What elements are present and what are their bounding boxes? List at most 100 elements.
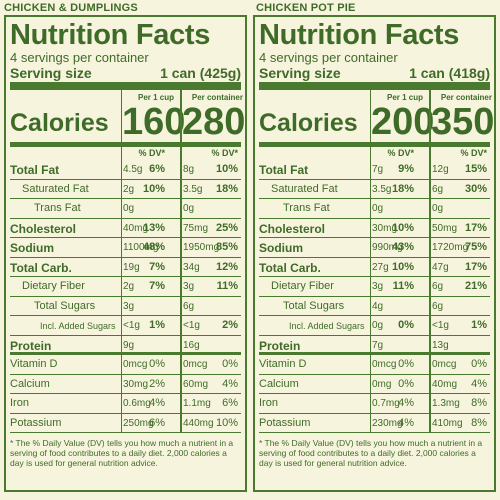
nutrient-label: Protein bbox=[10, 338, 52, 353]
amount-per-cup: 4.5g bbox=[123, 164, 143, 175]
dv-per-container: 10% bbox=[215, 416, 238, 429]
dv-per-cup: 43% bbox=[391, 241, 414, 253]
nutrient-row: Potassium 250mg 6% 440mg 10% bbox=[10, 413, 241, 433]
product-title-left: CHICKEN & DUMPLINGS bbox=[4, 2, 138, 14]
column-divider bbox=[429, 394, 431, 413]
dv-per-cup: 1% bbox=[149, 319, 165, 331]
column-divider bbox=[180, 335, 182, 352]
nutrient-label: Trans Fat bbox=[34, 202, 81, 214]
nutrient-label: Vitamin D bbox=[10, 358, 58, 370]
nutrient-row: Protein 9g 16g bbox=[10, 335, 241, 355]
amount-per-cup: 9g bbox=[123, 339, 135, 351]
column-divider bbox=[429, 277, 431, 296]
column-divider bbox=[121, 374, 122, 393]
amount-per-container: 6g bbox=[432, 281, 444, 292]
servings-per-container: 4 servings per container bbox=[259, 50, 398, 65]
amount-per-cup: 0.6mg bbox=[123, 398, 151, 409]
column-divider bbox=[180, 277, 182, 296]
nutrient-label: Protein bbox=[259, 338, 301, 353]
column-divider bbox=[370, 277, 371, 296]
dv-per-cup: 6% bbox=[149, 416, 165, 429]
column-divider bbox=[121, 160, 122, 179]
amount-per-container: 0g bbox=[432, 203, 444, 214]
column-divider bbox=[121, 296, 122, 315]
serving-size-value: 1 can (418g) bbox=[409, 65, 490, 81]
amount-per-container: 1720mg bbox=[432, 242, 469, 253]
nutrient-label: Sodium bbox=[10, 241, 54, 255]
serving-size-label: Serving size bbox=[259, 65, 341, 81]
nutrient-row: Total Fat 7g 9% 12g 15% bbox=[259, 160, 490, 180]
nutrient-label: Iron bbox=[10, 397, 29, 409]
column-divider bbox=[370, 355, 371, 374]
column-divider bbox=[429, 218, 431, 237]
dv-header-per-container: % DV* bbox=[211, 148, 238, 158]
dv-per-container: 17% bbox=[464, 260, 487, 273]
dv-per-container: 4% bbox=[222, 377, 238, 390]
nutrient-label: Total Fat bbox=[10, 163, 60, 177]
column-divider bbox=[429, 335, 431, 352]
nutrient-label: Incl. Added Sugars bbox=[289, 321, 365, 331]
amount-per-cup: 3g bbox=[123, 300, 135, 312]
nutrient-label: Total Carb. bbox=[10, 260, 72, 275]
amount-per-container: 12g bbox=[432, 164, 449, 175]
amount-per-container: 40mg bbox=[432, 378, 458, 390]
per-container-header: Per container bbox=[191, 93, 243, 102]
nutrient-row: Cholesterol 40mg 13% 75mg 25% bbox=[10, 218, 241, 238]
amount-per-cup: 27g bbox=[372, 261, 389, 273]
column-divider bbox=[121, 316, 122, 335]
dv-per-cup: 11% bbox=[392, 280, 414, 292]
dv-per-container: 1% bbox=[471, 319, 487, 331]
dv-per-cup: 7% bbox=[149, 260, 165, 273]
amount-per-cup: 0mcg bbox=[123, 359, 148, 370]
amount-per-cup: <1g bbox=[123, 320, 140, 331]
column-divider bbox=[180, 218, 182, 237]
nutrition-panel-left: Nutrition Facts 4 servings per container… bbox=[4, 15, 247, 492]
column-divider bbox=[180, 147, 182, 160]
column-divider bbox=[370, 218, 371, 237]
dv-per-cup: 4% bbox=[398, 416, 414, 429]
amount-per-cup: 0.7mg bbox=[372, 398, 400, 409]
column-divider bbox=[121, 335, 122, 352]
nutrient-row: Dietary Fiber 2g 7% 3g 11% bbox=[10, 277, 241, 297]
amount-per-container: 6g bbox=[432, 300, 444, 312]
column-divider bbox=[121, 238, 122, 257]
divider-thick bbox=[10, 82, 241, 90]
dv-per-cup: 18% bbox=[391, 182, 414, 195]
amount-per-cup: 0mg bbox=[372, 378, 392, 390]
nutrient-label: Cholesterol bbox=[259, 221, 326, 236]
nutrient-row: Vitamin D 0mcg 0% 0mcg 0% bbox=[10, 355, 241, 375]
nutrient-row: Calcium 0mg 0% 40mg 4% bbox=[259, 374, 490, 394]
dv-per-container: 17% bbox=[464, 221, 487, 234]
calories-per-cup: 200 bbox=[371, 101, 435, 143]
product-title-right: CHICKEN POT PIE bbox=[256, 2, 356, 14]
nutrient-label: Iron bbox=[259, 397, 278, 409]
column-divider bbox=[429, 238, 431, 257]
column-divider bbox=[429, 296, 431, 315]
amount-per-cup: 7g bbox=[372, 164, 384, 175]
dv-per-container: 10% bbox=[215, 163, 238, 175]
amount-per-container: 3.5g bbox=[183, 183, 203, 195]
column-divider bbox=[370, 238, 371, 257]
serving-size-label: Serving size bbox=[10, 65, 92, 81]
nutrient-row: Protein 7g 13g bbox=[259, 335, 490, 355]
nutrient-label: Cholesterol bbox=[10, 221, 77, 236]
nutrient-row: Sodium 990mg 43% 1720mg 75% bbox=[259, 238, 490, 258]
amount-per-cup: 3.5g bbox=[372, 183, 392, 195]
dv-per-container: 12% bbox=[215, 260, 238, 273]
calories-label: Calories bbox=[259, 109, 358, 137]
amount-per-container: 0mcg bbox=[183, 359, 208, 370]
nutrient-label: Total Sugars bbox=[283, 299, 345, 312]
nutrient-row: Total Carb. 19g 7% 34g 12% bbox=[10, 257, 241, 277]
per-container-column: Per container 280 bbox=[180, 90, 245, 142]
nutrient-row: Vitamin D 0mcg 0% 0mcg 0% bbox=[259, 355, 490, 375]
dv-per-cup: 0% bbox=[398, 358, 414, 370]
divider-medium bbox=[259, 142, 490, 146]
dv-per-cup: 10% bbox=[391, 260, 414, 273]
nutrient-label: Total Carb. bbox=[259, 260, 321, 275]
column-divider bbox=[180, 374, 182, 393]
column-divider bbox=[429, 147, 431, 160]
column-divider bbox=[370, 257, 371, 276]
nutrient-row: Trans Fat 0g 0g bbox=[259, 199, 490, 219]
dv-per-cup: 2% bbox=[149, 377, 165, 390]
dv-per-cup: 0% bbox=[149, 358, 165, 370]
